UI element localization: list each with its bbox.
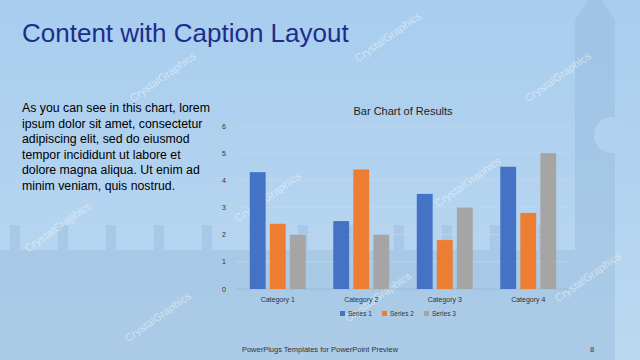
bar bbox=[373, 235, 389, 289]
legend-label: Series 3 bbox=[432, 310, 456, 317]
y-tick-label: 1 bbox=[222, 258, 226, 265]
legend-swatch bbox=[340, 311, 345, 316]
y-tick-label: 6 bbox=[222, 123, 226, 130]
watermark: CrystalGraphics bbox=[232, 169, 303, 224]
bar bbox=[290, 235, 306, 289]
legend-label: Series 1 bbox=[348, 310, 372, 317]
x-tick-label: Category 2 bbox=[344, 296, 378, 304]
grid-line bbox=[236, 289, 570, 290]
caption-line: As you can see in this chart, lorem bbox=[22, 101, 210, 115]
watermark: CrystalGraphics bbox=[22, 199, 93, 254]
legend-swatch bbox=[424, 311, 429, 316]
bar bbox=[270, 224, 286, 289]
bar bbox=[520, 213, 536, 289]
slide-title: Content with Caption Layout bbox=[22, 18, 349, 48]
spire bbox=[394, 225, 404, 255]
spire bbox=[202, 225, 212, 255]
grid-line bbox=[236, 234, 570, 235]
tower-roof bbox=[575, 0, 615, 20]
caption-line: minim veniam, quis nostrud. bbox=[22, 179, 175, 193]
bar bbox=[353, 169, 369, 289]
tower bbox=[575, 20, 615, 360]
y-tick-label: 5 bbox=[222, 150, 226, 157]
spire bbox=[154, 225, 164, 255]
x-tick-label: Category 1 bbox=[261, 296, 295, 304]
legend: Series 1 Series 2 Series 3 bbox=[340, 310, 456, 317]
grid-line bbox=[236, 153, 570, 154]
bar bbox=[540, 153, 556, 289]
y-tick-label: 2 bbox=[222, 231, 226, 238]
bar bbox=[500, 167, 516, 289]
grid-line bbox=[236, 207, 570, 208]
legend-swatch bbox=[382, 311, 387, 316]
background bbox=[0, 0, 640, 360]
y-tick-label: 0 bbox=[222, 286, 226, 293]
bar bbox=[437, 240, 453, 289]
caption-line: dolore magna aliqua. Ut enim ad bbox=[22, 163, 200, 177]
bar bbox=[417, 194, 433, 289]
clock bbox=[594, 117, 630, 153]
bars bbox=[250, 153, 556, 289]
chart-title: Bar Chart of Results bbox=[353, 105, 453, 117]
watermark: CrystalGraphics bbox=[552, 249, 623, 304]
grid-line bbox=[236, 180, 570, 181]
y-tick-label: 4 bbox=[222, 177, 226, 184]
watermark: CrystalGraphics bbox=[122, 289, 193, 344]
watermark: CrystalGraphics bbox=[522, 49, 593, 104]
caption-line: ipsum dolor sit amet, consectetur bbox=[22, 117, 202, 131]
x-tick-label: Category 4 bbox=[511, 296, 545, 304]
spire bbox=[10, 225, 20, 255]
grid-line bbox=[236, 261, 570, 262]
parliament bbox=[0, 250, 575, 360]
watermark: CrystalGraphics bbox=[352, 9, 423, 64]
bar bbox=[457, 208, 473, 290]
grid-line bbox=[236, 126, 570, 127]
watermark: CrystalGraphics bbox=[432, 154, 503, 209]
spire bbox=[106, 225, 116, 255]
legend-label: Series 2 bbox=[390, 310, 414, 317]
buildings bbox=[0, 0, 630, 360]
x-tick-label: Category 3 bbox=[428, 296, 462, 304]
page-number: 8 bbox=[590, 345, 594, 354]
watermark: CrystalGraphics bbox=[127, 49, 198, 104]
caption-line: tempor incididunt ut labore et bbox=[22, 148, 181, 162]
spire bbox=[490, 225, 500, 255]
y-tick-label: 3 bbox=[222, 204, 226, 211]
footer: PowerPlugs Templates for PowerPoint Prev… bbox=[242, 345, 399, 354]
caption-line: adipiscing elit, sed do eiusmod bbox=[22, 132, 190, 146]
bar bbox=[250, 172, 266, 289]
bar bbox=[333, 221, 349, 289]
